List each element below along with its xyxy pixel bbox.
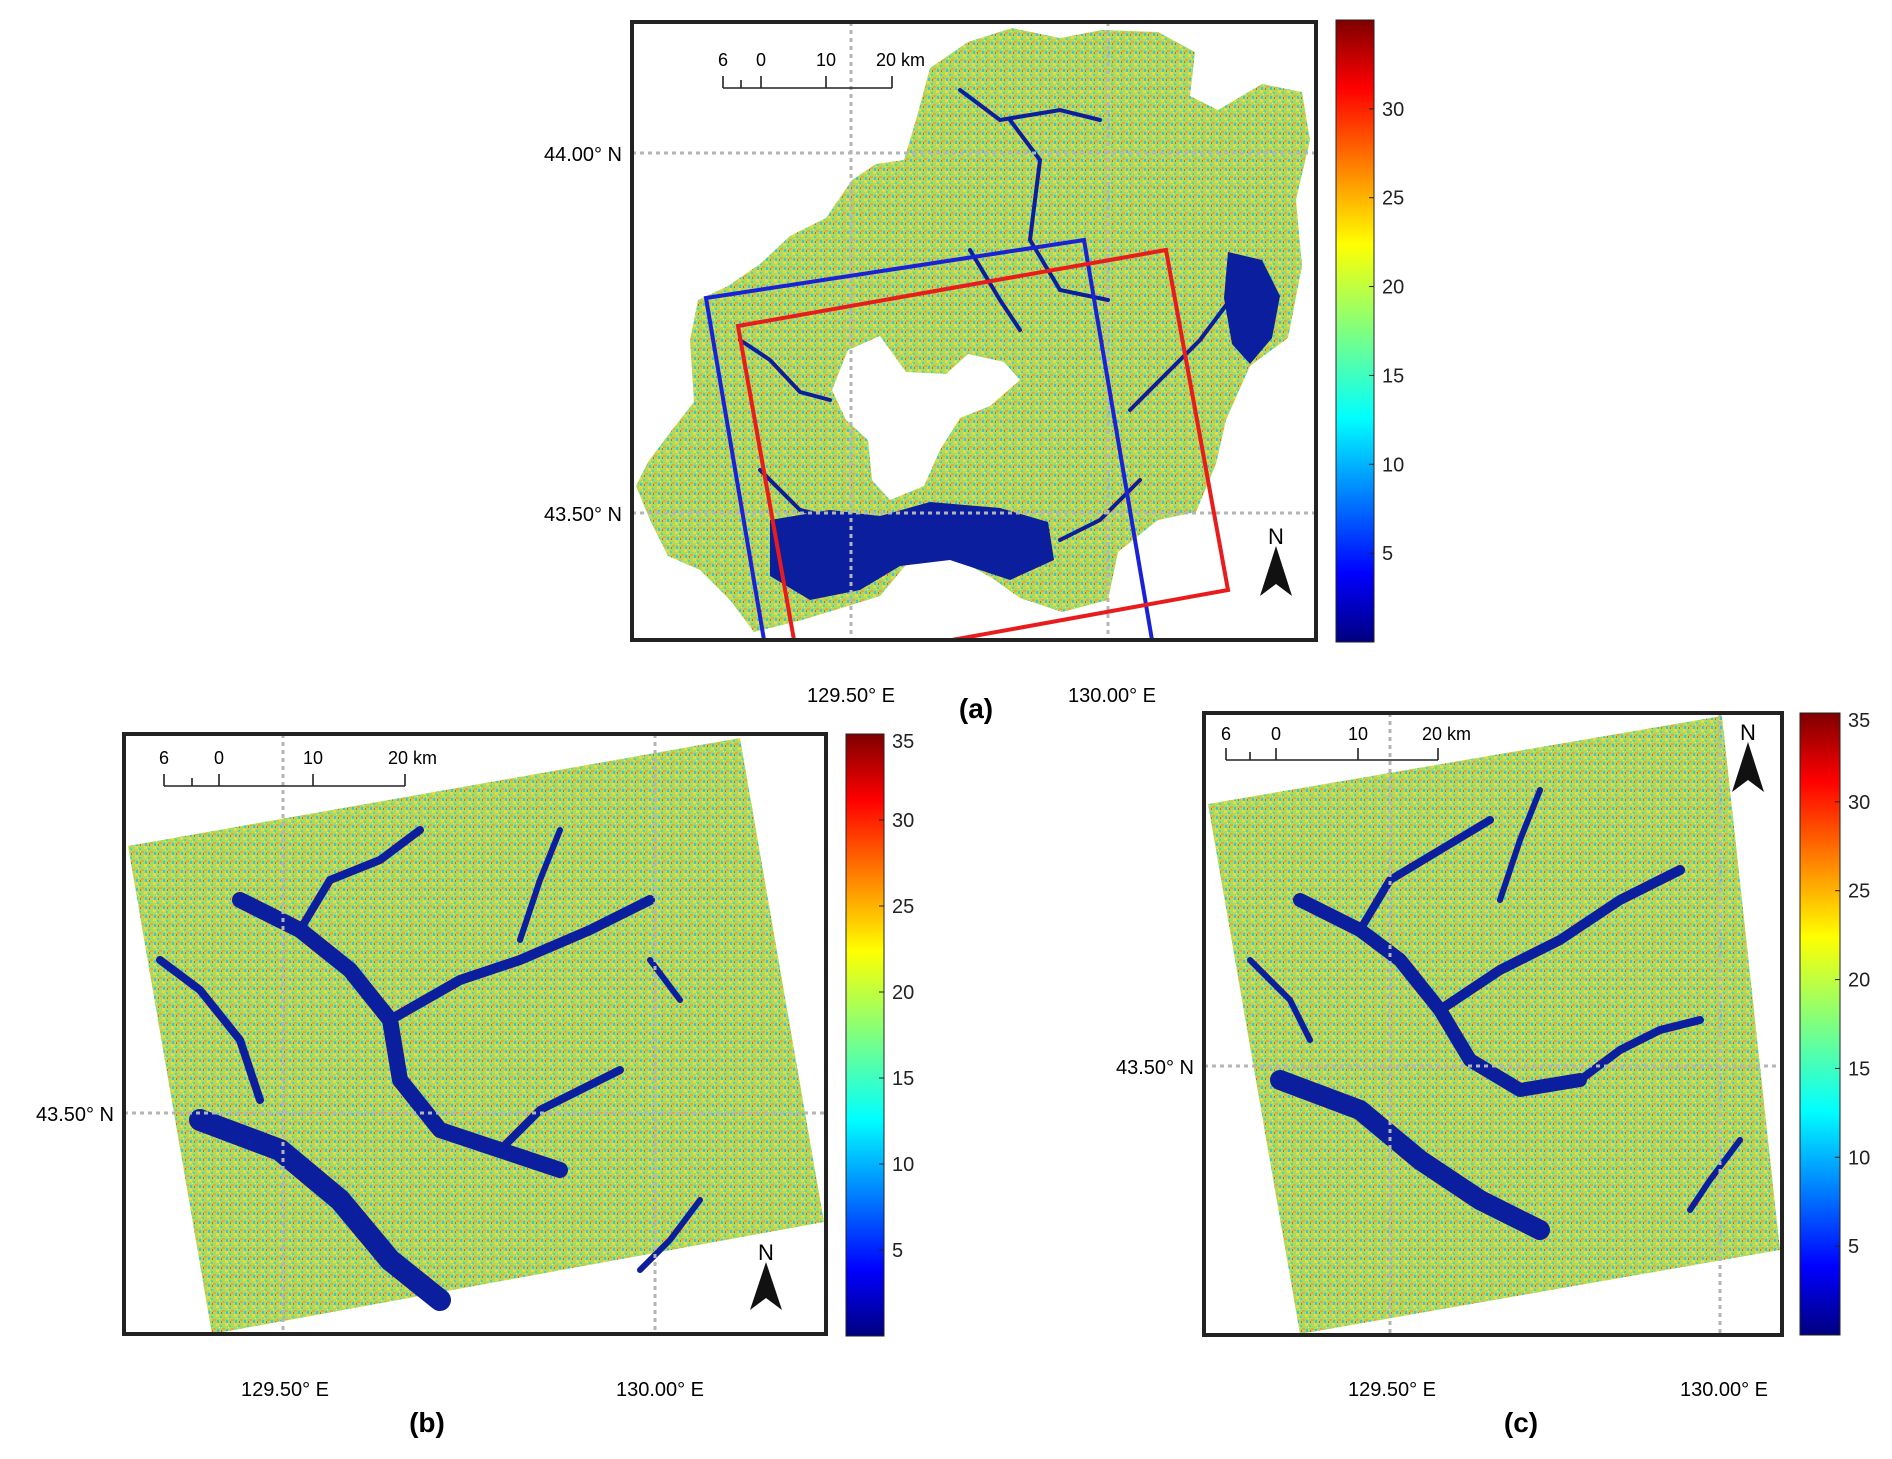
panel-label-c: (c) (1504, 1407, 1538, 1438)
colorbar-tick-label: 35 (892, 731, 914, 753)
svg-text:N: N (1740, 720, 1756, 745)
panel-b-frame (122, 732, 828, 1336)
north-arrow-icon-c: N (1732, 720, 1764, 792)
scale-label-20km: 20 km (876, 50, 925, 70)
grid-lines (632, 22, 1316, 640)
colorbar-tick-label: 15 (1382, 365, 1404, 387)
drainage-network (738, 88, 1232, 542)
north-arrow-icon: N (1260, 524, 1292, 596)
grid-lines-b (124, 734, 826, 1334)
scale-bar (722, 76, 893, 89)
colorbar-c (1799, 712, 1841, 1336)
panel-a-frame (630, 20, 1318, 642)
grid-lines-c (1204, 713, 1782, 1335)
blue-footprint-box (703, 237, 1155, 640)
colorbar-tick-label: 30 (1382, 99, 1404, 121)
colorbar-tick-label: 25 (1382, 188, 1404, 210)
scale-label-6: 6 (718, 50, 728, 70)
panel-a: 6 0 10 20 km N 44.00° N 43.50° N 129.50°… (544, 19, 1404, 724)
scale-label-10-c: 10 (1348, 724, 1368, 744)
scale-label-20km-b: 20 km (388, 748, 437, 768)
colorbar-tick-label: 5 (1382, 543, 1393, 565)
panel-c: 6 0 10 20 km N 43.50° N 129.50° E 130.00… (1116, 710, 1870, 1438)
colorbar-tick-label: 10 (1848, 1147, 1870, 1169)
lat-label-43-5-b: 43.50° N (36, 1104, 114, 1126)
red-footprint-box (735, 247, 1231, 640)
colorbar-b-ticks: 5 10 15 20 25 30 35 (879, 731, 914, 1262)
colorbar-b (845, 733, 885, 1337)
scale-label-10: 10 (816, 50, 836, 70)
colorbar-c-ticks: 5 10 15 20 25 30 35 (1835, 710, 1870, 1258)
scale-label-0-b: 0 (214, 748, 224, 768)
colorbar-tick-label: 10 (1382, 454, 1404, 476)
colorbar-tick-label: 20 (1382, 277, 1404, 299)
scale-label-6-c: 6 (1221, 724, 1231, 744)
colorbar-tick-label: 35 (1848, 710, 1870, 732)
lat-label-43-5: 43.50° N (544, 504, 622, 526)
low-value-zone-east (1224, 252, 1280, 364)
lat-label-43-5-c: 43.50° N (1116, 1057, 1194, 1079)
colorbar-tick-label: 10 (892, 1154, 914, 1176)
panel-label-a: (a) (959, 693, 993, 724)
scene-b (128, 738, 824, 1334)
colorbar-tick-label: 20 (1848, 970, 1870, 992)
colorbar-tick-label: 25 (892, 896, 914, 918)
svg-text:N: N (1268, 524, 1284, 549)
colorbar-tick-label: 30 (1848, 792, 1870, 814)
scene-c (1208, 716, 1780, 1334)
scale-bar-b (163, 774, 406, 787)
lon-label-129-5-b: 129.50° E (241, 1379, 329, 1401)
scale-label-20km-c: 20 km (1422, 724, 1471, 744)
scale-label-6-b: 6 (159, 748, 169, 768)
panel-c-map (1204, 713, 1782, 1335)
low-value-zone-south (770, 502, 1054, 600)
scale-bar-c (1225, 748, 1439, 761)
svg-text:N: N (758, 1240, 774, 1265)
scale-label-0-c: 0 (1271, 724, 1281, 744)
panel-c-frame (1202, 711, 1784, 1337)
panel-b-map (124, 734, 826, 1334)
colorbar-tick-label: 30 (892, 810, 914, 832)
north-arrow-icon-b: N (750, 1240, 782, 1310)
scale-label-0: 0 (756, 50, 766, 70)
panel-label-b: (b) (409, 1407, 445, 1438)
drainage-network-c (1247, 787, 1743, 1240)
colorbar-a-ticks: 5 10 15 20 25 30 (1369, 99, 1404, 565)
lon-label-129-5: 129.50° E (807, 685, 895, 707)
colorbar-tick-label: 20 (892, 982, 914, 1004)
panel-b: 6 0 10 20 km N 43.50° N 129.50° E 130.00… (36, 731, 914, 1438)
colorbar-tick-label: 25 (1848, 881, 1870, 903)
lon-label-129-5-c: 129.50° E (1348, 1379, 1436, 1401)
drainage-network-b (156, 826, 703, 1311)
colorbar-tick-label: 15 (1848, 1058, 1870, 1080)
colorbar-a (1335, 19, 1375, 643)
no-data-lake (832, 336, 1020, 500)
lat-label-44: 44.00° N (544, 144, 622, 166)
lon-label-130-c: 130.00° E (1680, 1379, 1768, 1401)
colorbar-tick-label: 5 (892, 1240, 903, 1262)
lon-label-130-b: 130.00° E (616, 1379, 704, 1401)
colorbar-tick-label: 5 (1848, 1236, 1859, 1258)
lon-label-130: 130.00° E (1068, 685, 1156, 707)
scale-label-10-b: 10 (303, 748, 323, 768)
panel-a-map (632, 22, 1316, 640)
colorbar-tick-label: 15 (892, 1068, 914, 1090)
